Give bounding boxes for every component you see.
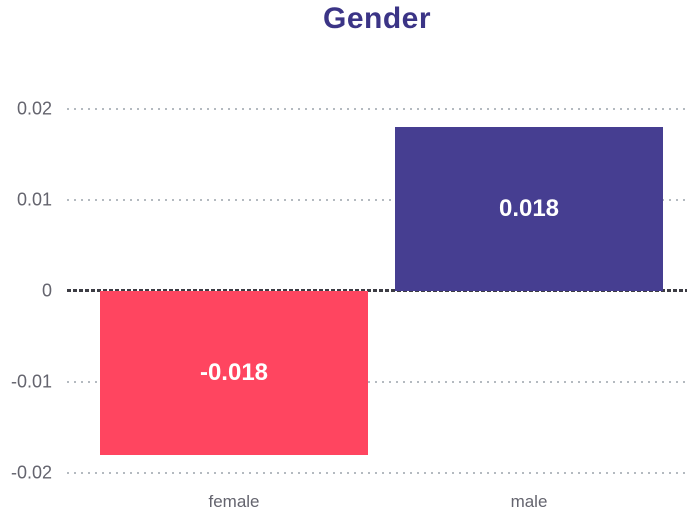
bar-female[interactable] bbox=[100, 291, 368, 455]
bar-value-label: 0.018 bbox=[498, 195, 560, 222]
gridline bbox=[67, 108, 687, 110]
gridline bbox=[67, 381, 687, 383]
x-axis-category-label: male bbox=[510, 492, 548, 511]
bar-value-label: -0.018 bbox=[199, 359, 269, 386]
bar-male[interactable] bbox=[395, 127, 663, 291]
zero-axis-line bbox=[67, 289, 687, 292]
y-axis-tick-label: 0 bbox=[41, 280, 52, 301]
y-axis-tick-label: -0.01 bbox=[10, 371, 52, 392]
x-axis-category-label: female bbox=[208, 492, 260, 511]
y-axis-tick-label: 0.01 bbox=[16, 189, 52, 210]
y-axis-tick-label: 0.02 bbox=[16, 98, 52, 119]
chart-title: Gender bbox=[322, 2, 432, 35]
gridline bbox=[67, 199, 687, 201]
y-axis-tick-label: -0.02 bbox=[10, 462, 52, 483]
gridline bbox=[67, 472, 687, 474]
